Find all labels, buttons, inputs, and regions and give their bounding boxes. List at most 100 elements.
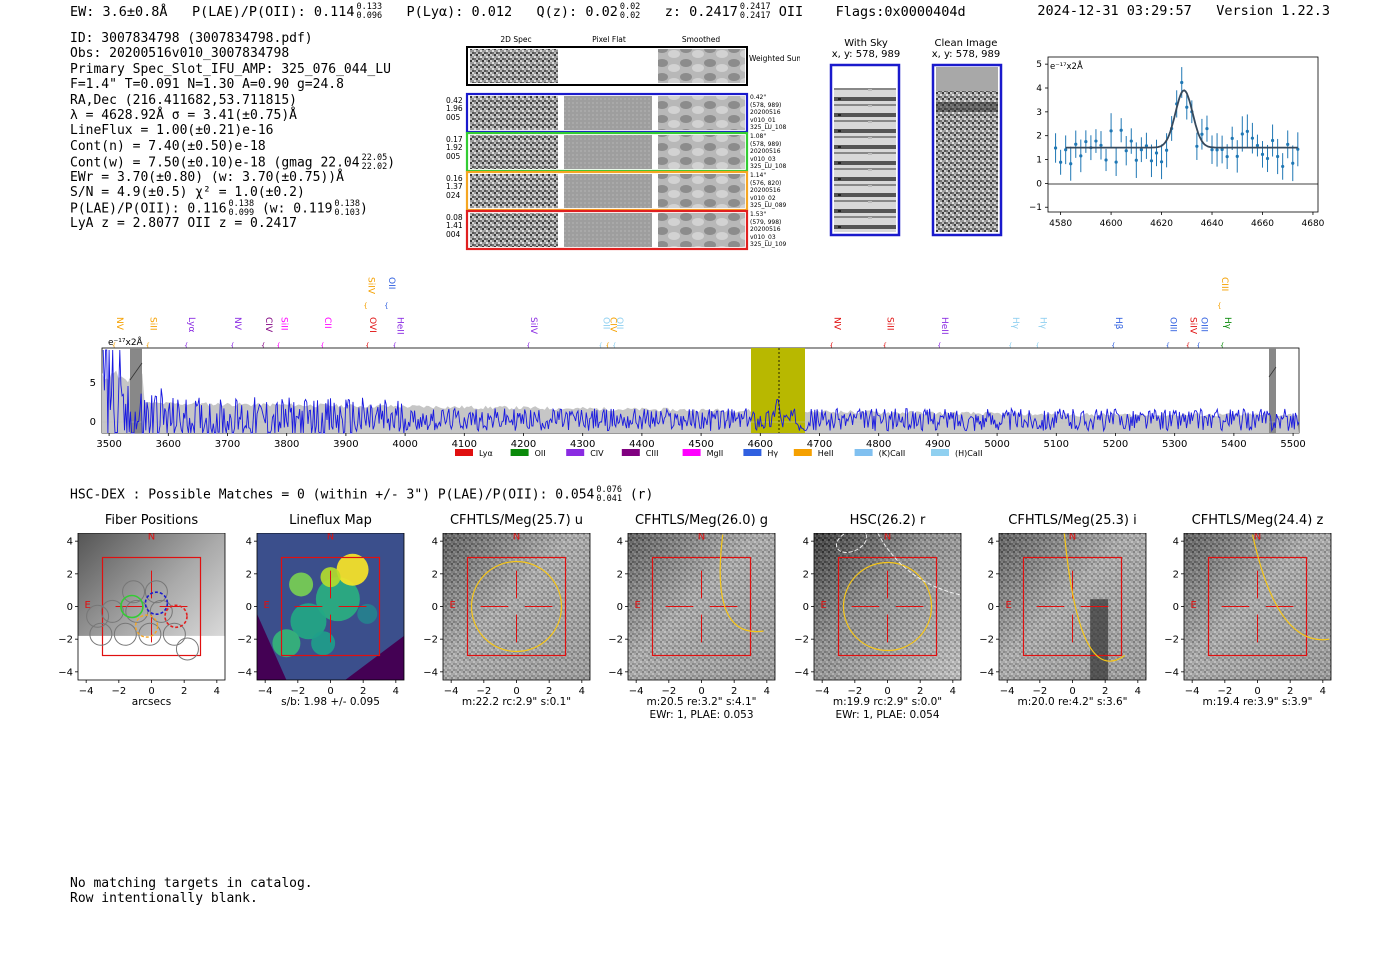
panel-title: CFHTLS/Meg(25.3) i (1008, 513, 1137, 528)
emission-line-label: OIII (1168, 317, 1178, 332)
panel-xtick-label: 2 (731, 686, 737, 697)
legend-label: MgII (707, 449, 724, 458)
cutout-stat: 0.17 (446, 135, 463, 144)
emission-line-bracket: { (392, 342, 396, 350)
zoom-point (1119, 128, 1123, 132)
panel-image: N E 4 2 0 −2 −4 −4 −2 0 2 4 (58, 533, 226, 697)
header-qz: Q(z): 0.02 (536, 4, 618, 20)
ccd-with-sky-image (834, 88, 896, 232)
emission-line-label: CIII (1219, 277, 1229, 291)
cutout-stat: 0.42 (446, 96, 463, 105)
panel-ytick-label: 0 (617, 602, 623, 613)
cutout-row-info-line: v010_03 (750, 233, 776, 241)
emission-line-bracket: { (1196, 342, 1200, 350)
cutout-row-info: 1.14" (576, 820) 20200516 v010_02 325_LU_089 (750, 172, 786, 210)
fiber-circle (125, 599, 149, 623)
spectrum-x-ticks: 3500 3600 3700 3800 3900 4000 4100 4200 4300 4400… (96, 433, 1306, 450)
emission-line-label: OVI (367, 317, 377, 333)
north-label: N (1069, 533, 1076, 543)
cutout-stat: 1.37 (446, 182, 463, 192)
info-sn: S/N = 4.9(±0.5) χ² = 1.0(±0.2) (70, 184, 305, 200)
spectrum-xtick-label: 4300 (570, 439, 595, 450)
legend-swatch (793, 449, 812, 456)
info-plae-w: (w: 0.119 (261, 201, 333, 217)
info-fit: F=1.4" T=0.091 N=1.30 A=0.90 g=24.8 (70, 77, 344, 93)
emission-line-label: NV (114, 317, 124, 331)
info-cont-w-text: Cont(w) = 7.50(±0.10)e-18 (gmag 22.04 (70, 155, 360, 171)
fiber-circle (86, 604, 110, 628)
zoom-point (1139, 148, 1143, 152)
cutout-2dspec (470, 96, 558, 130)
fiber-circle (162, 622, 186, 646)
header-plae: P(LAE)/P(OII): 0.114 (191, 4, 355, 20)
emission-line-bracket: { (184, 342, 188, 350)
emission-line-bracket: { (883, 342, 887, 350)
cutout-row-info-line: 20200516 (750, 187, 781, 195)
zoom-xtick-label: 4620 (1150, 219, 1173, 229)
flux-blob (272, 629, 301, 658)
zoom-y-ticks: 5 4 3 2 1 0 −1 (1030, 60, 1048, 213)
header-plya: P(Lyα): 0.012 (406, 4, 513, 20)
emission-line-bracket: { (937, 342, 941, 350)
panel-xtick-label: 0 (1254, 686, 1260, 697)
header-z-hi: 0.2417 (739, 2, 771, 12)
north-label: N (148, 533, 155, 543)
panel-ytick-label: −4 (1164, 667, 1179, 678)
spectrum-xtick-label: 4400 (629, 439, 654, 450)
panel-xtick-label: 4 (950, 686, 956, 697)
header-z: z: 0.2417 (664, 4, 738, 20)
header-plae-lo: 0.096 (356, 11, 383, 21)
panel-ytick-label: 2 (67, 569, 73, 580)
cutout-row-info-line: 325_LU_108 (750, 124, 787, 132)
ccd-clean-top (936, 67, 998, 91)
footer-line2: Row intentionally blank. (70, 891, 258, 906)
aperture-ellipse (719, 534, 764, 633)
spectrum-xtick-label: 4700 (807, 439, 832, 450)
ccd-clean-image (936, 91, 998, 232)
panel-xtick-label: −2 (1032, 686, 1047, 697)
emission-line-bracket: { (1111, 342, 1115, 350)
panel-noise (999, 533, 1146, 680)
panel-image: N E 4 2 0 −2 −4 −4 −2 0 2 4 (237, 533, 405, 697)
spectrum-xtick-label: 3900 (333, 439, 358, 450)
emission-line-bracket: { (598, 342, 602, 350)
ccd-with-sky-title: With Sky x, y: 578, 989 (830, 38, 902, 60)
ccd-clean-label: Clean Image (934, 38, 998, 49)
spectrum-xtick-label: 3600 (156, 439, 181, 450)
panel-ytick-label: −2 (794, 635, 809, 646)
header-z-line: OII (778, 4, 804, 20)
panel-noise (443, 533, 590, 680)
panel-xtick-label: 0 (698, 686, 704, 697)
detection-info: ID: 3007834798 (3007834798.pdf) Obs: 202… (70, 31, 395, 231)
aperture-box (1022, 556, 1123, 657)
panel-xtick-label: −2 (847, 686, 862, 697)
cutout-stat: 1.96 (446, 104, 463, 114)
zoom-unit-label: e⁻¹⁷x2Å (1050, 60, 1083, 72)
emission-line-bracket: { (1217, 302, 1221, 310)
panel-caption: m:19.9 rc:2.9" s:0.0" (832, 696, 943, 708)
cutout-row-info-line: (578, 989) (750, 140, 782, 148)
zoom-ytick-label: 0 (1036, 179, 1042, 189)
panel-ytick-label: −2 (423, 635, 438, 646)
info-gmag-hi: 22.05 (361, 153, 388, 164)
header-z-lo: 0.2417 (739, 11, 771, 21)
cutout-2dspec (470, 213, 558, 247)
north-label: N (1254, 533, 1261, 543)
panel-xtick-label: 0 (884, 686, 890, 697)
panel-noise (814, 533, 961, 680)
legend-label: Hγ (767, 449, 778, 458)
spectrum-xtick-label: 3500 (96, 439, 121, 450)
cutout-row-stats: 0.42 1.96 005 (446, 96, 463, 122)
zoom-ytick-label: 5 (1036, 60, 1042, 70)
panel-xtick-label: 2 (546, 686, 552, 697)
hsc-dex-title: HSC-DEX : Possible Matches = 0 (within +… (70, 487, 595, 503)
emission-line-label: SiII (278, 317, 288, 331)
panel-xtick-label: 2 (1102, 686, 1108, 697)
panel-ytick-label: −4 (608, 667, 623, 678)
zoom-point (1185, 105, 1189, 109)
zoom-xtick-label: 4680 (1302, 219, 1325, 229)
zoom-point (1240, 132, 1244, 136)
cutout-smoothed (658, 96, 745, 130)
emission-line-bracket: { (526, 342, 530, 350)
fiber-circle (144, 580, 168, 604)
